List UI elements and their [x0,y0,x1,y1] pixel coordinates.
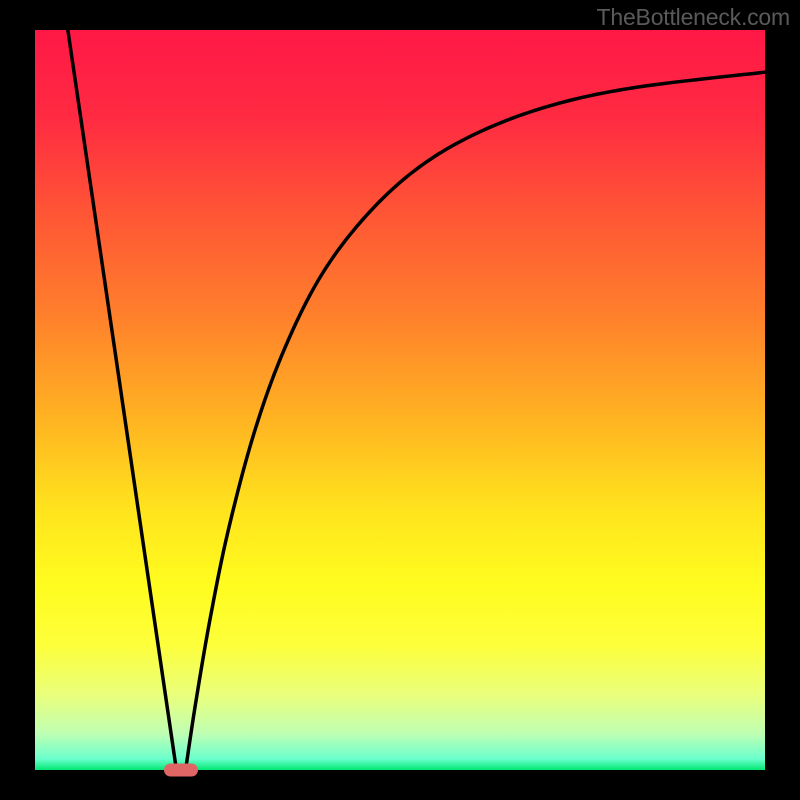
plot-area [35,30,765,770]
chart-svg [0,0,800,800]
watermark-text: TheBottleneck.com [597,4,790,31]
minimum-marker [164,764,198,777]
chart-container: TheBottleneck.com [0,0,800,800]
